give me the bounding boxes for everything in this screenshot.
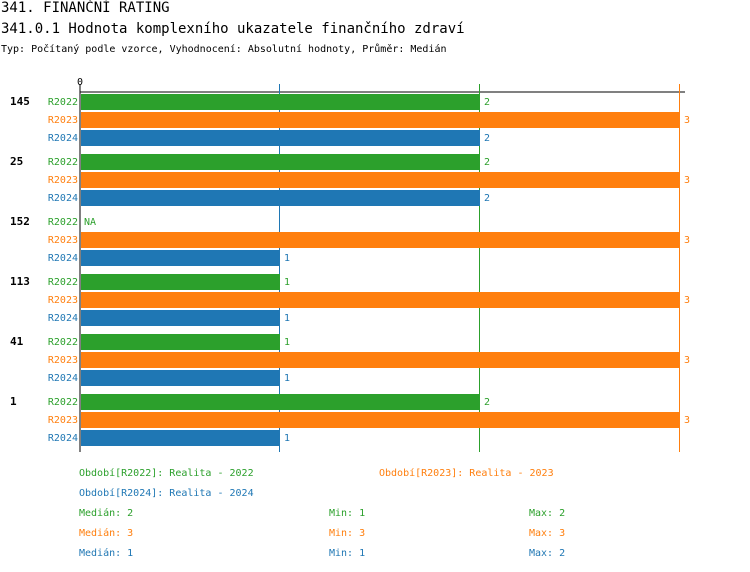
bar-r2022 bbox=[81, 274, 280, 290]
bar-series-label: R2024 bbox=[48, 373, 78, 384]
bar-value-label: 1 bbox=[284, 337, 290, 348]
legend-period-r2022: Období[R2022]: Realita - 2022 bbox=[79, 468, 254, 479]
bar-series-label: R2024 bbox=[48, 193, 78, 204]
bar-value-label: 1 bbox=[284, 313, 290, 324]
bar-series-label: R2023 bbox=[48, 355, 78, 366]
bar-series-label: R2022 bbox=[48, 337, 78, 348]
bar-r2023 bbox=[81, 172, 680, 188]
bar-series-label: R2022 bbox=[48, 217, 78, 228]
legend-median-r2022: Medián: 2 bbox=[79, 508, 134, 519]
bar-r2024 bbox=[81, 250, 280, 266]
bar-r2022 bbox=[81, 154, 480, 170]
bar-series-label: R2022 bbox=[48, 277, 78, 288]
page-title: 341. FINANČNÍ RATING bbox=[1, 0, 170, 16]
bar-value-label: 3 bbox=[684, 415, 690, 426]
legend-max-r2023: Max: 3 bbox=[529, 528, 566, 539]
group-label-152: 152 bbox=[10, 215, 30, 228]
bar-r2023 bbox=[81, 112, 680, 128]
bar-series-label: R2022 bbox=[48, 157, 78, 168]
bar-r2024 bbox=[81, 310, 280, 326]
bar-r2023 bbox=[81, 232, 680, 248]
bar-series-label: R2023 bbox=[48, 235, 78, 246]
bar-r2022 bbox=[81, 94, 480, 110]
bar-r2024 bbox=[81, 430, 280, 446]
bar-r2024 bbox=[81, 190, 480, 206]
legend-median-r2023: Medián: 3 bbox=[79, 528, 134, 539]
bar-value-label: 1 bbox=[284, 277, 290, 288]
bar-value-label: 3 bbox=[684, 175, 690, 186]
legend-min-r2023: Min: 3 bbox=[329, 528, 366, 539]
group-label-41: 41 bbox=[10, 335, 24, 348]
group-label-1: 1 bbox=[10, 395, 17, 408]
bar-series-label: R2024 bbox=[48, 313, 78, 324]
bar-value-label: 2 bbox=[484, 157, 490, 168]
bar-value-label: 1 bbox=[284, 253, 290, 264]
legend-max-r2022: Max: 2 bbox=[529, 508, 566, 519]
bar-r2024 bbox=[81, 370, 280, 386]
bar-value-label: 2 bbox=[484, 193, 490, 204]
bar-value-label: 1 bbox=[284, 373, 290, 384]
bar-series-label: R2023 bbox=[48, 175, 78, 186]
legend-period-r2024: Období[R2024]: Realita - 2024 bbox=[79, 488, 254, 499]
bar-series-label: R2024 bbox=[48, 433, 78, 444]
bar-value-label: 3 bbox=[684, 235, 690, 246]
bar-series-label: R2023 bbox=[48, 415, 78, 426]
bar-value-label: 3 bbox=[684, 295, 690, 306]
bar-value-label: 2 bbox=[484, 133, 490, 144]
bar-r2023 bbox=[81, 412, 680, 428]
bar-value-label: NA bbox=[84, 217, 96, 228]
bar-series-label: R2022 bbox=[48, 397, 78, 408]
bar-r2023 bbox=[81, 352, 680, 368]
bar-value-label: 2 bbox=[484, 97, 490, 108]
legend-period-r2023: Období[R2023]: Realita - 2023 bbox=[379, 468, 554, 479]
bar-r2024 bbox=[81, 130, 480, 146]
bar-series-label: R2023 bbox=[48, 115, 78, 126]
x-axis-zero-label: 0 bbox=[77, 77, 83, 88]
bar-r2022 bbox=[81, 334, 280, 350]
bar-r2023 bbox=[81, 292, 680, 308]
bar-value-label: 1 bbox=[284, 433, 290, 444]
chart-info: Typ: Počítaný podle vzorce, Vyhodnocení:… bbox=[1, 44, 447, 55]
bar-series-label: R2022 bbox=[48, 97, 78, 108]
bar-r2022 bbox=[81, 394, 480, 410]
bar-value-label: 3 bbox=[684, 355, 690, 366]
group-label-145: 145 bbox=[10, 95, 30, 108]
legend-max-r2024: Max: 2 bbox=[529, 548, 566, 559]
bar-series-label: R2024 bbox=[48, 253, 78, 264]
group-label-113: 113 bbox=[10, 275, 30, 288]
chart-title: 341.0.1 Hodnota komplexního ukazatele fi… bbox=[1, 21, 465, 37]
bar-value-label: 3 bbox=[684, 115, 690, 126]
bar-series-label: R2023 bbox=[48, 295, 78, 306]
legend-min-r2024: Min: 1 bbox=[329, 548, 366, 559]
group-label-25: 25 bbox=[10, 155, 23, 168]
bar-series-label: R2024 bbox=[48, 133, 78, 144]
legend-median-r2024: Medián: 1 bbox=[79, 548, 134, 559]
bar-value-label: 2 bbox=[484, 397, 490, 408]
legend-min-r2022: Min: 1 bbox=[329, 508, 366, 519]
